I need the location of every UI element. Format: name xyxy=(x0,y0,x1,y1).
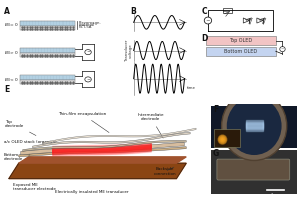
Text: time: time xyxy=(187,86,196,90)
Bar xyxy=(20,21,75,25)
Text: G: G xyxy=(213,149,219,158)
Text: a/c OLED stack (organics): a/c OLED stack (organics) xyxy=(4,140,59,150)
Text: ~: ~ xyxy=(86,50,90,55)
Polygon shape xyxy=(9,163,186,179)
Bar xyxy=(20,80,75,84)
Text: Top OLED: Top OLED xyxy=(229,38,252,43)
Circle shape xyxy=(218,135,227,144)
Bar xyxy=(211,106,297,148)
Text: $B_0 = 0$: $B_0 = 0$ xyxy=(4,22,18,29)
Text: Exposed ME
transducer electrode: Exposed ME transducer electrode xyxy=(13,183,56,191)
Text: $B_0 > 0$: $B_0 > 0$ xyxy=(4,49,18,57)
Text: Top
electrode: Top electrode xyxy=(5,120,36,136)
Text: Thin-film encapsulation: Thin-film encapsulation xyxy=(58,112,109,133)
Bar xyxy=(20,53,75,57)
Text: Intermediate
electrode: Intermediate electrode xyxy=(137,113,164,138)
Bar xyxy=(211,150,297,194)
Bar xyxy=(20,48,75,53)
Bar xyxy=(206,36,276,45)
Text: Piezomagn.: Piezomagn. xyxy=(78,21,101,25)
Bar xyxy=(223,8,232,13)
Text: E: E xyxy=(4,85,9,94)
Text: F: F xyxy=(213,105,218,114)
Text: C: C xyxy=(201,7,207,16)
Circle shape xyxy=(222,139,223,140)
Text: 1 cm: 1 cm xyxy=(271,193,281,197)
Text: ~: ~ xyxy=(86,77,90,82)
Bar xyxy=(214,129,240,147)
Text: B: B xyxy=(130,7,136,16)
Text: ~: ~ xyxy=(281,47,284,51)
Polygon shape xyxy=(33,132,190,148)
Text: Electrically insulated ME transducer: Electrically insulated ME transducer xyxy=(55,190,128,194)
Circle shape xyxy=(85,77,91,82)
Bar xyxy=(206,47,276,56)
Circle shape xyxy=(204,17,211,24)
Polygon shape xyxy=(19,157,186,163)
Text: Bottom OLED: Bottom OLED xyxy=(224,49,257,54)
Text: $B_0 < 0$: $B_0 < 0$ xyxy=(4,76,18,84)
Circle shape xyxy=(220,137,225,142)
Bar xyxy=(20,25,75,30)
Polygon shape xyxy=(23,140,186,151)
Text: D: D xyxy=(201,34,208,43)
Circle shape xyxy=(222,91,287,160)
Polygon shape xyxy=(19,147,186,157)
Text: Backside
connection: Backside connection xyxy=(153,167,176,176)
Text: Transducer
voltage: Transducer voltage xyxy=(124,40,133,61)
Circle shape xyxy=(227,97,282,155)
Text: material: material xyxy=(78,23,95,27)
Circle shape xyxy=(221,138,224,141)
Circle shape xyxy=(219,136,226,143)
Text: A: A xyxy=(4,7,10,16)
Circle shape xyxy=(280,47,285,52)
Text: Bottom
electrode: Bottom electrode xyxy=(4,153,30,161)
Polygon shape xyxy=(21,142,184,155)
Text: PZT-5A: PZT-5A xyxy=(78,25,92,29)
Text: ~: ~ xyxy=(206,18,210,23)
Circle shape xyxy=(85,50,91,55)
FancyBboxPatch shape xyxy=(217,159,290,180)
Bar xyxy=(20,75,75,80)
Polygon shape xyxy=(42,128,196,144)
